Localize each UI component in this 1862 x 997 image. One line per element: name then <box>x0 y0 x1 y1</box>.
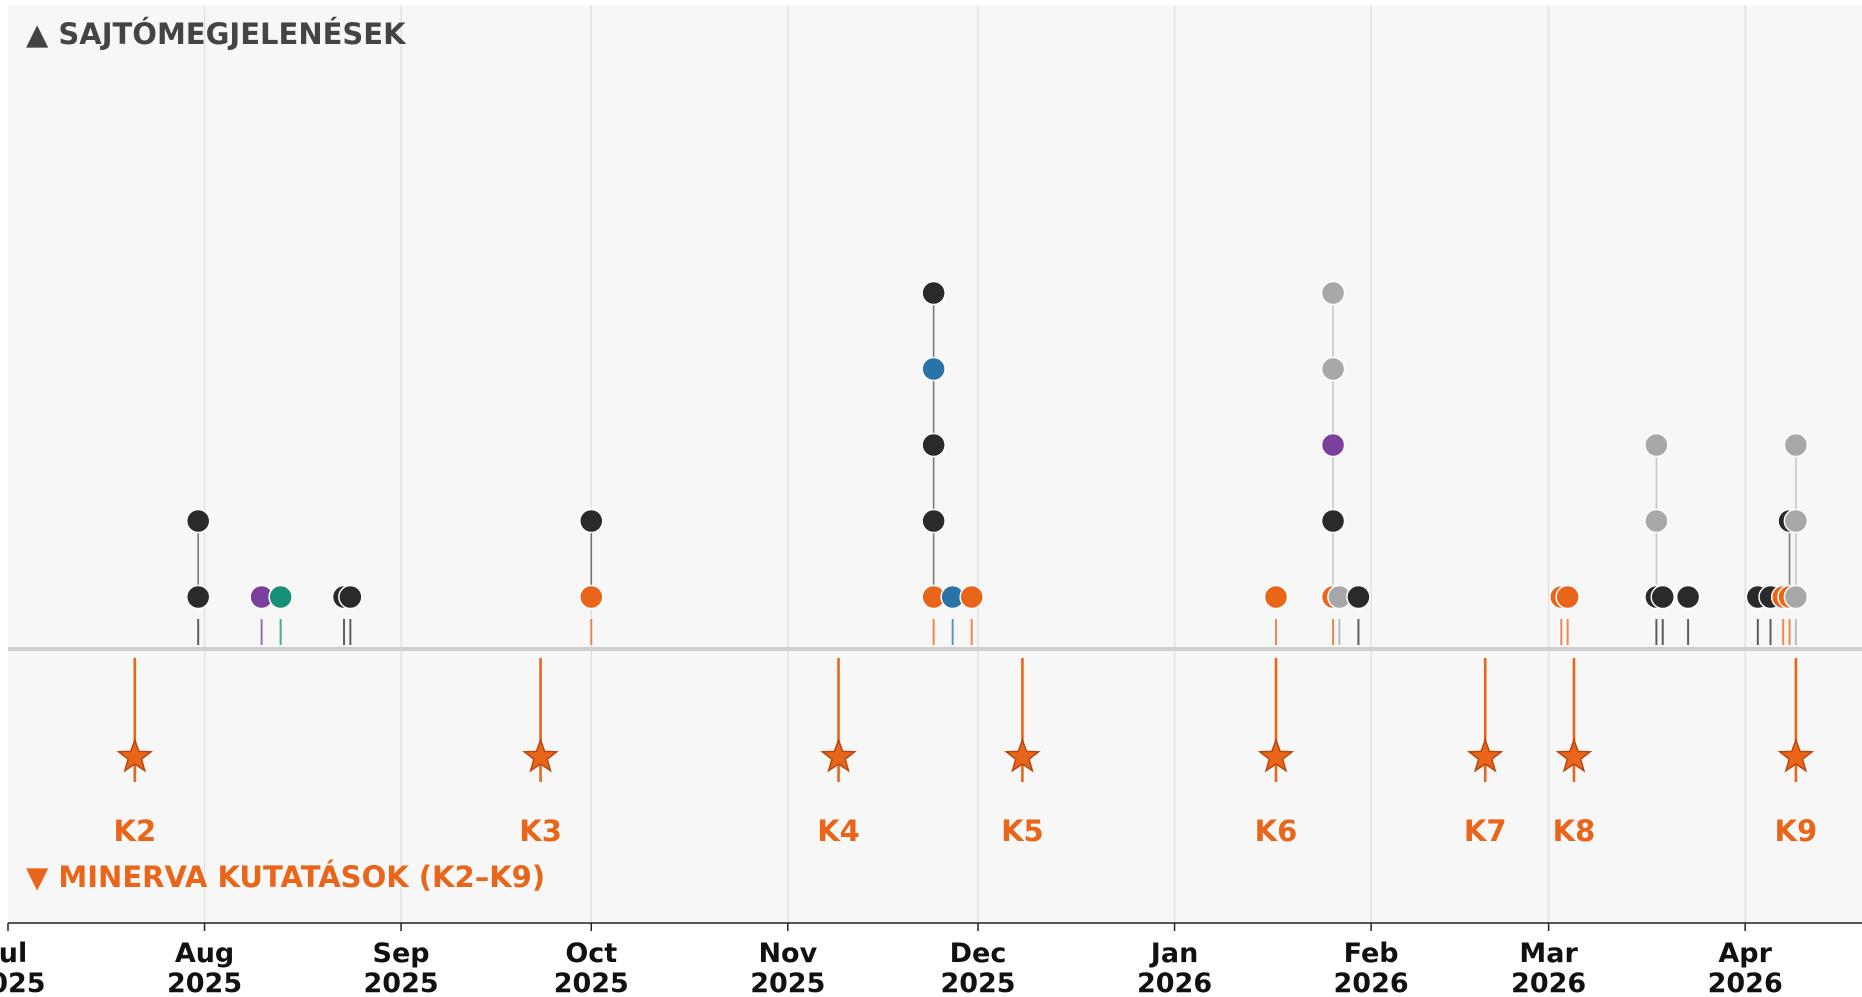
x-tick-label: 2025 <box>167 968 242 997</box>
press-point <box>1320 280 1346 306</box>
x-tick-label: Oct <box>565 938 617 969</box>
research-label: K4 <box>817 814 860 848</box>
research-star-marker <box>1004 737 1041 773</box>
press-point <box>1320 356 1346 382</box>
press-point <box>1346 584 1371 610</box>
press-point <box>268 584 293 610</box>
research-label: K8 <box>1553 814 1596 848</box>
x-tick-label: Apr <box>1718 938 1772 969</box>
press-point <box>1675 584 1701 610</box>
press-point <box>921 280 946 306</box>
press-point <box>579 584 604 610</box>
press-point <box>1644 432 1669 458</box>
x-tick-label: Jul <box>0 938 27 969</box>
press-point <box>1555 584 1580 610</box>
research-label: K6 <box>1255 814 1298 848</box>
research-label: K3 <box>519 814 562 848</box>
x-tick-label: Mar <box>1519 938 1578 969</box>
press-point <box>338 584 363 610</box>
research-star-marker <box>116 737 154 773</box>
x-tick-label: 2026 <box>1334 968 1409 997</box>
press-point <box>1650 584 1675 610</box>
press-point <box>185 508 211 534</box>
grid-lines <box>203 5 1746 923</box>
x-tick-label: Jan <box>1149 938 1199 969</box>
research-section-label: ▼ MINERVA KUTATÁSOK (K2–K9) <box>26 860 545 894</box>
x-tick-label: Feb <box>1344 938 1399 969</box>
research-star-marker <box>1466 737 1504 773</box>
press-point <box>1263 584 1289 610</box>
research-label: K5 <box>1001 814 1044 848</box>
research-label: K9 <box>1775 814 1818 848</box>
x-tick-label: Aug <box>175 938 234 969</box>
plot-background <box>8 5 1862 923</box>
x-axis-ticks: Jul2025Aug2025Sep2025Oct2025Nov2025Dec20… <box>0 923 1783 997</box>
x-tick-label: 2025 <box>554 968 629 997</box>
x-tick-label: 2025 <box>364 968 439 997</box>
x-tick-label: 2026 <box>1511 968 1586 997</box>
x-tick-label: 2025 <box>940 968 1015 997</box>
x-tick-label: Sep <box>373 938 430 969</box>
press-section-label: ▲ SAJTÓMEGJELENÉSEK <box>26 17 407 51</box>
research-star-marker <box>820 737 857 773</box>
x-tick-label: 2025 <box>0 968 46 997</box>
press-point <box>1320 508 1346 534</box>
press-point <box>185 584 211 610</box>
press-point <box>1644 508 1669 534</box>
research-star-marker <box>1257 737 1295 773</box>
x-tick-label: Nov <box>758 938 817 969</box>
press-point <box>1783 508 1809 534</box>
press-point <box>1783 584 1809 610</box>
press-point <box>959 584 984 610</box>
press-point <box>1783 432 1809 458</box>
x-tick-label: 2026 <box>1137 968 1212 997</box>
x-tick-label: 2025 <box>750 968 825 997</box>
research-label: K2 <box>113 814 156 848</box>
research-star-marker <box>1555 737 1593 773</box>
press-point <box>921 508 946 534</box>
press-point <box>1320 432 1346 458</box>
press-appearances <box>185 280 1809 645</box>
press-point <box>921 432 946 458</box>
research-star-marker <box>1777 737 1815 773</box>
research-events: K2 K3 K4 K5 K6 K7 K8 K9 <box>113 658 1817 848</box>
research-star-marker <box>522 737 559 773</box>
press-point <box>921 356 946 382</box>
press-point <box>579 508 604 534</box>
research-label: K7 <box>1464 814 1507 848</box>
x-tick-label: 2026 <box>1708 968 1783 997</box>
x-tick-label: Dec <box>950 938 1007 969</box>
